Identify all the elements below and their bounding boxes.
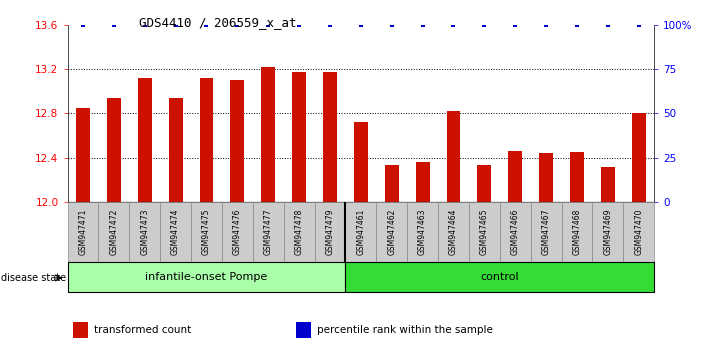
Bar	[160, 202, 191, 262]
Bar	[477, 165, 491, 202]
Bar	[314, 202, 346, 262]
Bar	[539, 153, 553, 202]
Bar	[354, 122, 368, 202]
Text: GSM947466: GSM947466	[510, 209, 520, 255]
Bar	[346, 202, 376, 262]
Text: GDS4410 / 206559_x_at: GDS4410 / 206559_x_at	[139, 16, 296, 29]
Bar	[261, 67, 275, 202]
Text: GSM947477: GSM947477	[264, 209, 273, 255]
Bar	[296, 322, 311, 338]
Bar	[73, 322, 88, 338]
Text: GSM947469: GSM947469	[604, 209, 612, 255]
Bar	[469, 202, 500, 262]
Bar	[346, 262, 654, 292]
Bar	[191, 202, 222, 262]
Bar	[107, 98, 121, 202]
Bar	[68, 202, 98, 262]
Bar	[601, 167, 615, 202]
Bar	[632, 113, 646, 202]
Bar	[508, 151, 522, 202]
Text: GSM947464: GSM947464	[449, 209, 458, 255]
Bar	[76, 108, 90, 202]
Text: GSM947474: GSM947474	[171, 209, 180, 255]
Text: GSM947470: GSM947470	[634, 209, 643, 255]
Bar	[222, 202, 253, 262]
Bar	[385, 165, 399, 202]
Bar	[438, 202, 469, 262]
Bar	[230, 80, 245, 202]
Bar	[530, 202, 562, 262]
Bar	[416, 162, 429, 202]
Bar	[138, 78, 151, 202]
Text: GSM947468: GSM947468	[572, 209, 582, 255]
Text: GSM947479: GSM947479	[326, 209, 334, 255]
Bar	[407, 202, 438, 262]
Bar	[284, 202, 314, 262]
Bar	[624, 202, 654, 262]
Text: GSM947461: GSM947461	[356, 209, 365, 255]
Bar	[98, 202, 129, 262]
Bar	[129, 202, 160, 262]
Bar	[68, 262, 346, 292]
Text: GSM947462: GSM947462	[387, 209, 396, 255]
Bar	[200, 78, 213, 202]
Text: GSM947471: GSM947471	[78, 209, 87, 255]
Text: infantile-onset Pompe: infantile-onset Pompe	[145, 272, 267, 282]
Bar	[323, 72, 337, 202]
Text: GSM947475: GSM947475	[202, 209, 211, 255]
Bar	[500, 202, 530, 262]
Text: percentile rank within the sample: percentile rank within the sample	[317, 325, 493, 335]
Bar	[562, 202, 592, 262]
Bar	[592, 202, 624, 262]
Bar	[169, 98, 183, 202]
Text: GSM947476: GSM947476	[232, 209, 242, 255]
Text: GSM947465: GSM947465	[480, 209, 489, 255]
Text: disease state: disease state	[1, 273, 66, 283]
Bar	[570, 152, 584, 202]
Bar	[253, 202, 284, 262]
Text: control: control	[481, 272, 519, 282]
Bar	[447, 111, 461, 202]
Text: GSM947467: GSM947467	[542, 209, 550, 255]
Text: GSM947478: GSM947478	[294, 209, 304, 255]
Text: transformed count: transformed count	[94, 325, 191, 335]
Text: GSM947463: GSM947463	[418, 209, 427, 255]
Text: GSM947473: GSM947473	[140, 209, 149, 255]
Text: GSM947472: GSM947472	[109, 209, 118, 255]
Bar	[292, 72, 306, 202]
Bar	[376, 202, 407, 262]
